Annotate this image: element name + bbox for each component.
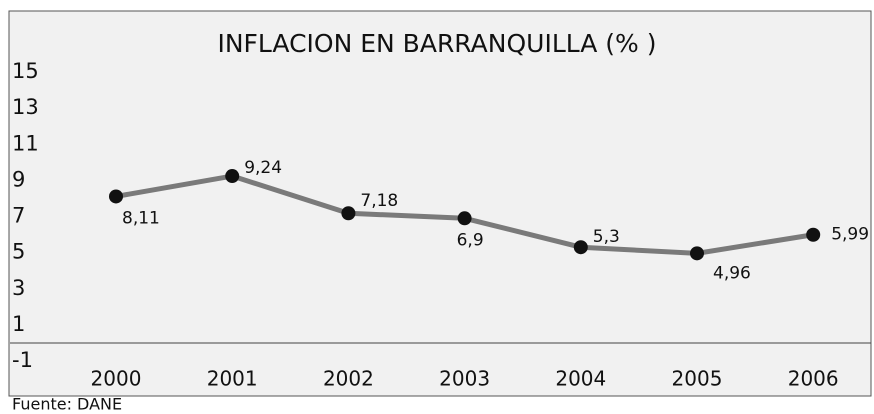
x-tick-label: 2000 xyxy=(91,367,142,391)
value-label: 9,24 xyxy=(244,158,282,178)
y-tick-label: 7 xyxy=(12,204,25,228)
chart-title: INFLACION EN BARRANQUILLA (% ) xyxy=(217,29,656,58)
marker xyxy=(341,206,356,221)
chart-frame xyxy=(8,10,872,397)
y-tick-label: 15 xyxy=(12,59,39,83)
value-label: 7,18 xyxy=(360,191,398,211)
value-label: 5,99 xyxy=(831,225,869,245)
x-tick-label: 2006 xyxy=(788,367,839,391)
x-tick-label: 2004 xyxy=(555,367,606,391)
y-tick-label: 3 xyxy=(12,276,25,300)
x-tick-label: 2002 xyxy=(323,367,374,391)
marker xyxy=(573,240,588,255)
y-tick-label: -1 xyxy=(12,348,33,372)
value-label: 5,3 xyxy=(593,227,620,247)
marker xyxy=(690,246,704,261)
x-tick-label: 2001 xyxy=(207,367,258,391)
marker xyxy=(806,227,821,242)
y-tick-label: 11 xyxy=(12,131,39,155)
x-tick-label: 2005 xyxy=(672,367,723,391)
marker xyxy=(457,211,472,226)
marker xyxy=(109,189,123,204)
y-tick-label: 13 xyxy=(12,95,39,119)
y-tick-label: 1 xyxy=(12,312,25,336)
value-label: 6,9 xyxy=(457,230,484,250)
y-tick-label: 9 xyxy=(12,167,25,191)
value-label: 8,11 xyxy=(122,208,160,228)
y-tick-label: 5 xyxy=(12,240,25,264)
source-note: Fuente: DANE xyxy=(12,395,122,414)
marker xyxy=(225,169,240,184)
x-tick-label: 2003 xyxy=(439,367,490,391)
value-label: 4,96 xyxy=(713,263,751,283)
